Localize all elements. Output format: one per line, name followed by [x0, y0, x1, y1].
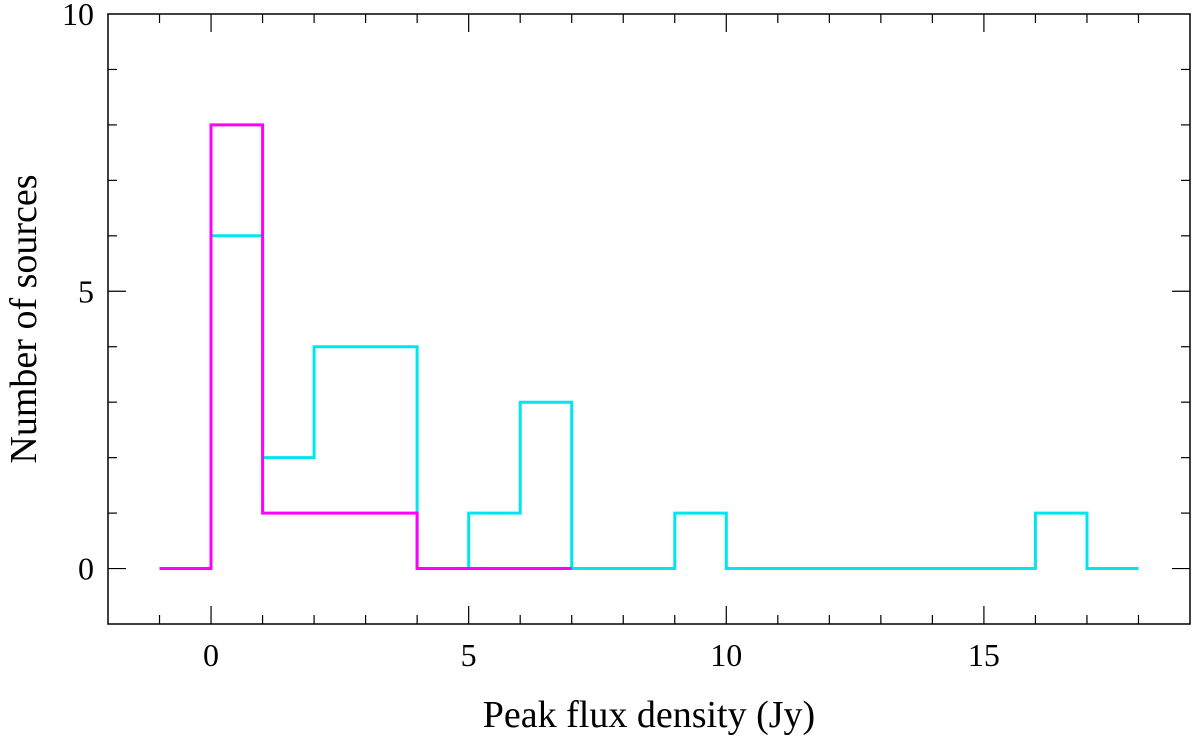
y-tick-label: 5	[78, 273, 94, 309]
y-tick-label: 10	[62, 0, 94, 32]
tick-labels-layer: 0 5 10 15 0 5 10	[62, 0, 1000, 673]
ticks-layer	[108, 14, 1190, 624]
x-axis-title: Peak flux density (Jy)	[483, 694, 815, 736]
plot-frame	[107, 13, 1191, 625]
series-layer	[159, 123, 1139, 570]
series-line-2	[159, 123, 572, 570]
y-axis-title: Number of sources	[3, 174, 45, 463]
x-tick-label: 15	[968, 637, 1000, 673]
x-tick-label: 10	[710, 637, 742, 673]
x-tick-label: 5	[461, 637, 477, 673]
y-tick-label: 0	[78, 551, 94, 587]
series-line-1	[159, 234, 1139, 570]
x-tick-label: 0	[203, 637, 219, 673]
